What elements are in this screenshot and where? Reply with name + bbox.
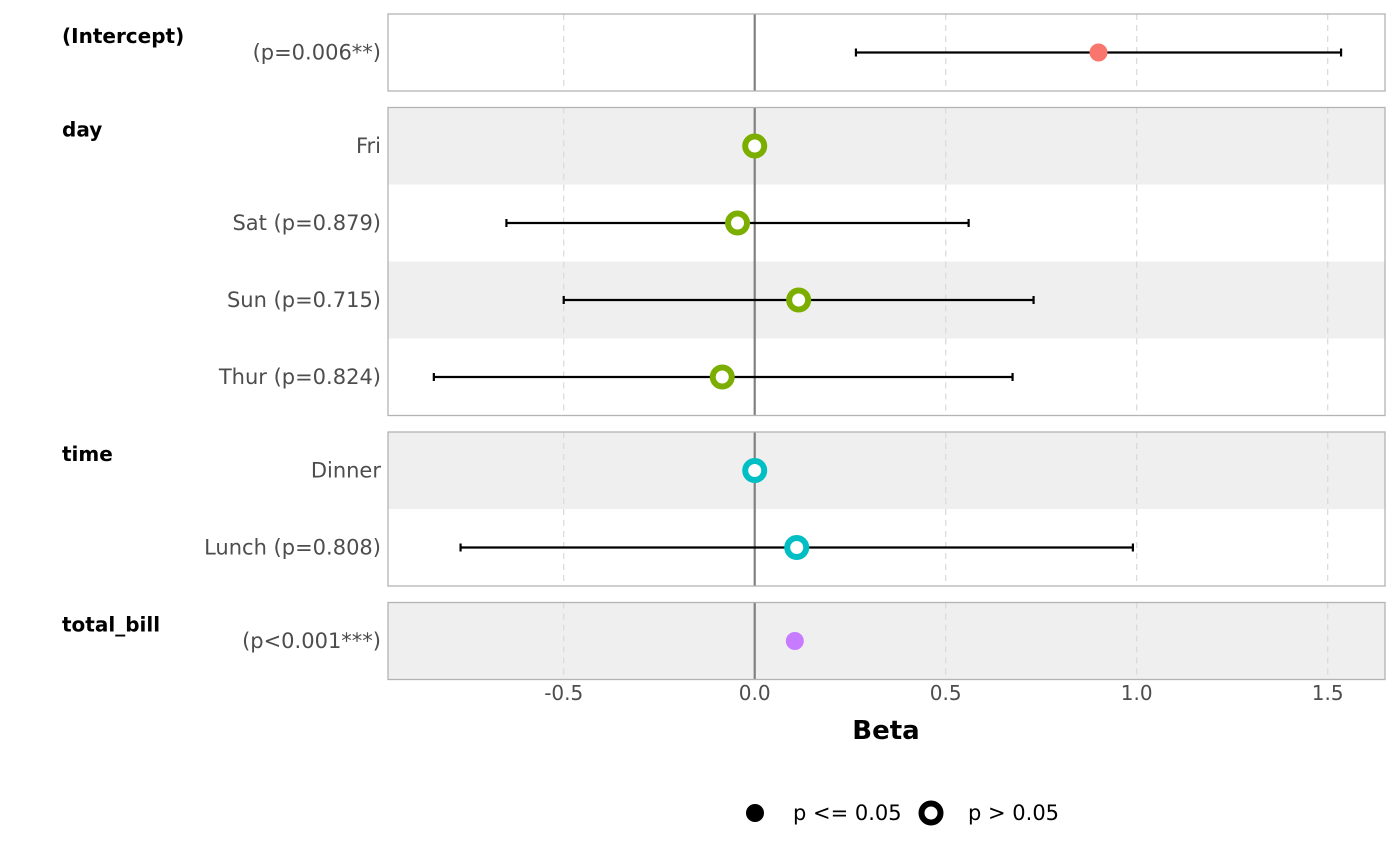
estimate-point: [709, 364, 735, 390]
estimate-point: [742, 458, 768, 483]
panel-border: [387, 106, 1386, 417]
row-label: Sun (p=0.715): [227, 288, 381, 312]
group-label: (Intercept): [62, 24, 184, 48]
legend-label: p > 0.05: [968, 801, 1059, 825]
x-axis-title: Beta: [852, 716, 919, 746]
x-tick-label: 0.0: [739, 681, 771, 705]
panels-layer: [387, 13, 1386, 681]
row-label: Thur (p=0.824): [218, 365, 381, 389]
estimate-point: [786, 287, 812, 313]
row-label: Dinner: [311, 459, 382, 483]
labels-layer: (Intercept) (p=0.006**) day Fri Sat (p=0.879…: [62, 24, 381, 653]
estimate-point: [785, 632, 804, 650]
row-stripe: [388, 602, 1385, 680]
panel-1: [387, 106, 1386, 417]
x-tick-label: 0.5: [930, 681, 962, 705]
legend-label: p <= 0.05: [793, 801, 902, 825]
panel-3: [387, 601, 1386, 681]
group-label: total_bill: [62, 613, 160, 637]
group-label: time: [62, 442, 113, 466]
x-tick-label: -0.5: [544, 681, 583, 705]
row-stripe: [388, 432, 1385, 509]
estimate-point: [725, 210, 751, 236]
legend-hollow-marker: [918, 800, 944, 826]
row-label: Sat (p=0.879): [232, 211, 381, 235]
panel-border: [387, 13, 1386, 92]
estimate-point: [784, 535, 810, 560]
panel-2: [387, 431, 1386, 587]
row-label: (p<0.001***): [242, 629, 381, 653]
panel-border: [387, 431, 1386, 587]
row-label: (p=0.006**): [253, 41, 381, 65]
row-label: Lunch (p=0.808): [204, 536, 381, 560]
x-axis: -0.5 0.0 0.5 1.0 1.5: [544, 681, 1343, 705]
panel-0: [387, 13, 1386, 92]
panel-border: [387, 601, 1386, 681]
x-tick-label: 1.5: [1312, 681, 1344, 705]
legend-filled-marker: [746, 804, 764, 822]
row-stripe: [388, 107, 1385, 185]
row-label: Fri: [356, 134, 381, 158]
group-label: day: [62, 118, 102, 142]
estimate-point: [1089, 43, 1108, 62]
estimate-point: [742, 133, 768, 159]
x-tick-label: 1.0: [1121, 681, 1153, 705]
legend: p <= 0.05 p > 0.05: [746, 800, 1059, 826]
